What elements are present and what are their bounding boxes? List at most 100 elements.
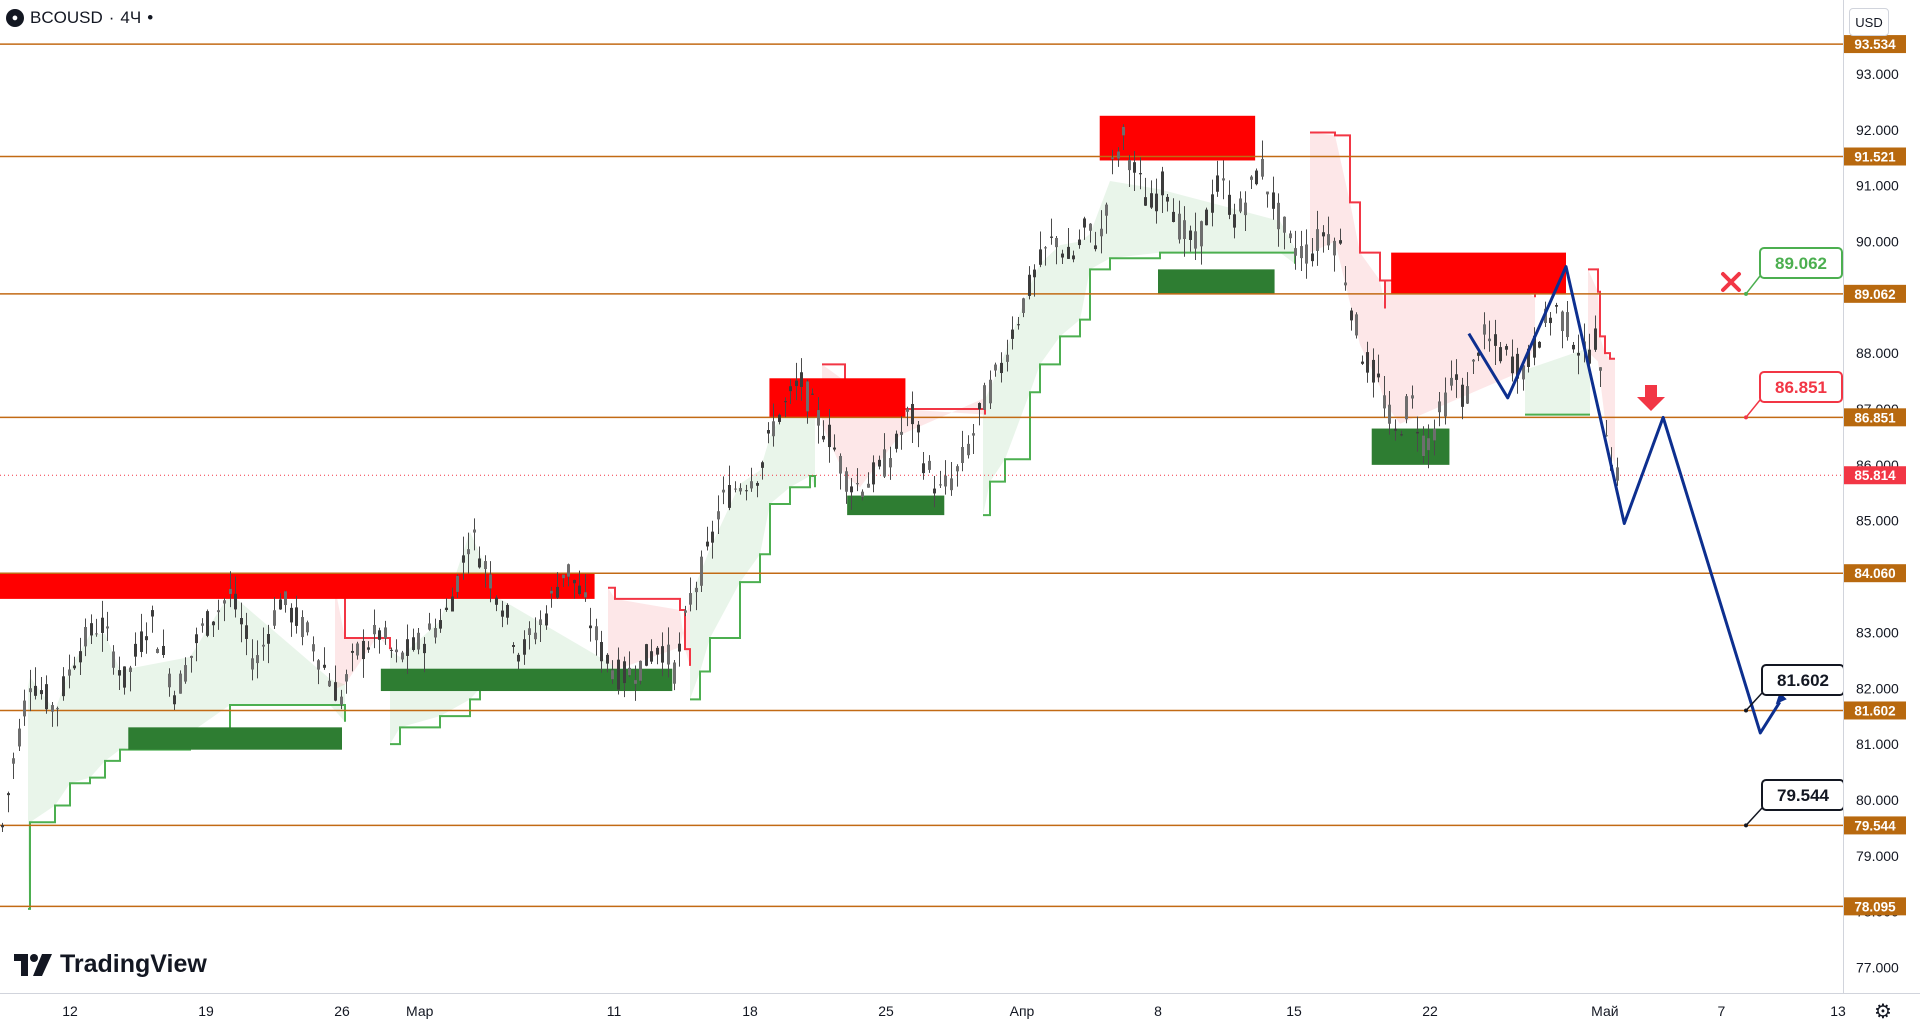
price-callout <box>1759 371 1843 403</box>
candle-body <box>1361 361 1364 364</box>
candle-body <box>251 658 254 670</box>
candle-body <box>1455 374 1458 380</box>
y-tick-label: 82.000 <box>1856 680 1899 696</box>
candle-body <box>717 511 720 520</box>
candle-body <box>1433 428 1436 441</box>
candle-body <box>306 622 309 633</box>
x-tick-label: 8 <box>1154 1003 1162 1019</box>
candle-body <box>301 617 304 638</box>
time-axis[interactable]: 12 19 26 Мар 11 18 25 Апр 8 15 22 Май 7 13 <box>0 993 1920 1020</box>
level-price-label: 81.602 <box>1854 703 1895 718</box>
candle-body <box>1 825 4 828</box>
candle-body <box>1333 240 1336 256</box>
candle-body <box>373 624 376 635</box>
candle-body <box>989 379 992 404</box>
candle-body <box>745 490 748 492</box>
candle-body <box>978 403 981 410</box>
callout-pointer <box>1745 807 1763 826</box>
candle-body <box>656 647 659 655</box>
candle-body <box>417 632 420 650</box>
gear-icon[interactable]: ⚙ <box>1874 1000 1892 1023</box>
candle-body <box>168 673 171 688</box>
price-axis[interactable]: 77.00078.00079.00080.00081.00082.00083.0… <box>1843 0 1920 1032</box>
level-price-label: 79.544 <box>1854 818 1896 833</box>
y-tick-label: 81.000 <box>1856 736 1899 752</box>
candle-body <box>162 645 165 656</box>
y-tick-label: 85.000 <box>1856 513 1899 529</box>
candle-body <box>784 401 787 403</box>
candle-body <box>839 455 842 474</box>
candle-body <box>156 648 159 653</box>
price-callout-label: 89.062 <box>1775 254 1827 273</box>
candle-body <box>240 618 243 625</box>
candle-body <box>273 610 276 626</box>
candle-body <box>811 393 814 395</box>
candle-body <box>184 665 187 682</box>
candle-body <box>1522 365 1525 380</box>
x-tick-label: 25 <box>878 1003 894 1019</box>
candle-body <box>1067 246 1070 259</box>
candle-body <box>123 666 126 688</box>
candle-body <box>317 660 320 670</box>
candle-body <box>634 680 637 684</box>
candle-body <box>179 673 182 694</box>
candle-body <box>1388 404 1391 424</box>
candle-body <box>334 682 337 701</box>
candle-body <box>90 623 93 636</box>
symbol-header[interactable]: ● BCOUSD · 4Ч • <box>6 8 153 28</box>
candle-body <box>856 483 859 485</box>
candle-body <box>728 485 731 508</box>
candle-body <box>201 623 204 626</box>
supply-zone <box>1391 252 1566 295</box>
candle-body <box>501 610 504 617</box>
annotation-layer: 89.062 86.851 81.602 79.544 <box>1637 247 1845 828</box>
candle-body <box>611 670 614 680</box>
price-axis-bg <box>1843 0 1920 1032</box>
trailing-stop-up <box>690 475 816 701</box>
candle-body <box>212 621 215 626</box>
candle-body <box>384 627 387 639</box>
currency-button[interactable]: USD <box>1849 8 1889 36</box>
level-price-tag <box>1844 816 1906 835</box>
demand-zone <box>380 668 673 692</box>
x-tick-label: 13 <box>1830 1003 1846 1019</box>
candle-body <box>506 604 509 618</box>
down-arrow-icon <box>1637 385 1665 411</box>
candle-body <box>711 531 714 543</box>
candle-body <box>84 627 87 647</box>
candle-body <box>1505 346 1508 350</box>
candle-body <box>1194 231 1197 249</box>
candle-body <box>983 385 986 410</box>
zone-layer <box>0 115 1566 750</box>
candle-body <box>994 364 997 371</box>
candle-body <box>900 431 903 435</box>
candle-body <box>1122 126 1125 136</box>
x-tick-label: 19 <box>198 1003 214 1019</box>
candle-body <box>789 386 792 392</box>
candle-body <box>445 607 448 611</box>
level-price-label: 91.521 <box>1854 150 1896 165</box>
candle-body <box>523 639 526 655</box>
candle-body <box>68 669 71 676</box>
candle-body <box>1577 352 1580 356</box>
candle-body <box>395 649 398 653</box>
candle-body <box>428 623 431 630</box>
level-price-tag <box>1844 408 1906 427</box>
candle-body <box>850 486 853 493</box>
candle-body <box>1616 467 1619 481</box>
candle-body <box>562 574 565 579</box>
candle-body <box>595 626 598 641</box>
candle-body <box>1244 202 1247 216</box>
candle-body <box>439 620 442 629</box>
trailing-fill-up <box>983 180 1295 516</box>
candle-body <box>950 478 953 491</box>
candle-body <box>1572 344 1575 350</box>
x-tick-label: Мар <box>406 1003 434 1019</box>
candle-body <box>229 588 232 594</box>
candle-body <box>1161 171 1164 196</box>
candle-body <box>489 574 492 589</box>
tradingview-logo[interactable]: TradingView <box>14 950 207 979</box>
candle-body <box>767 430 770 434</box>
candle-body <box>1366 352 1369 373</box>
